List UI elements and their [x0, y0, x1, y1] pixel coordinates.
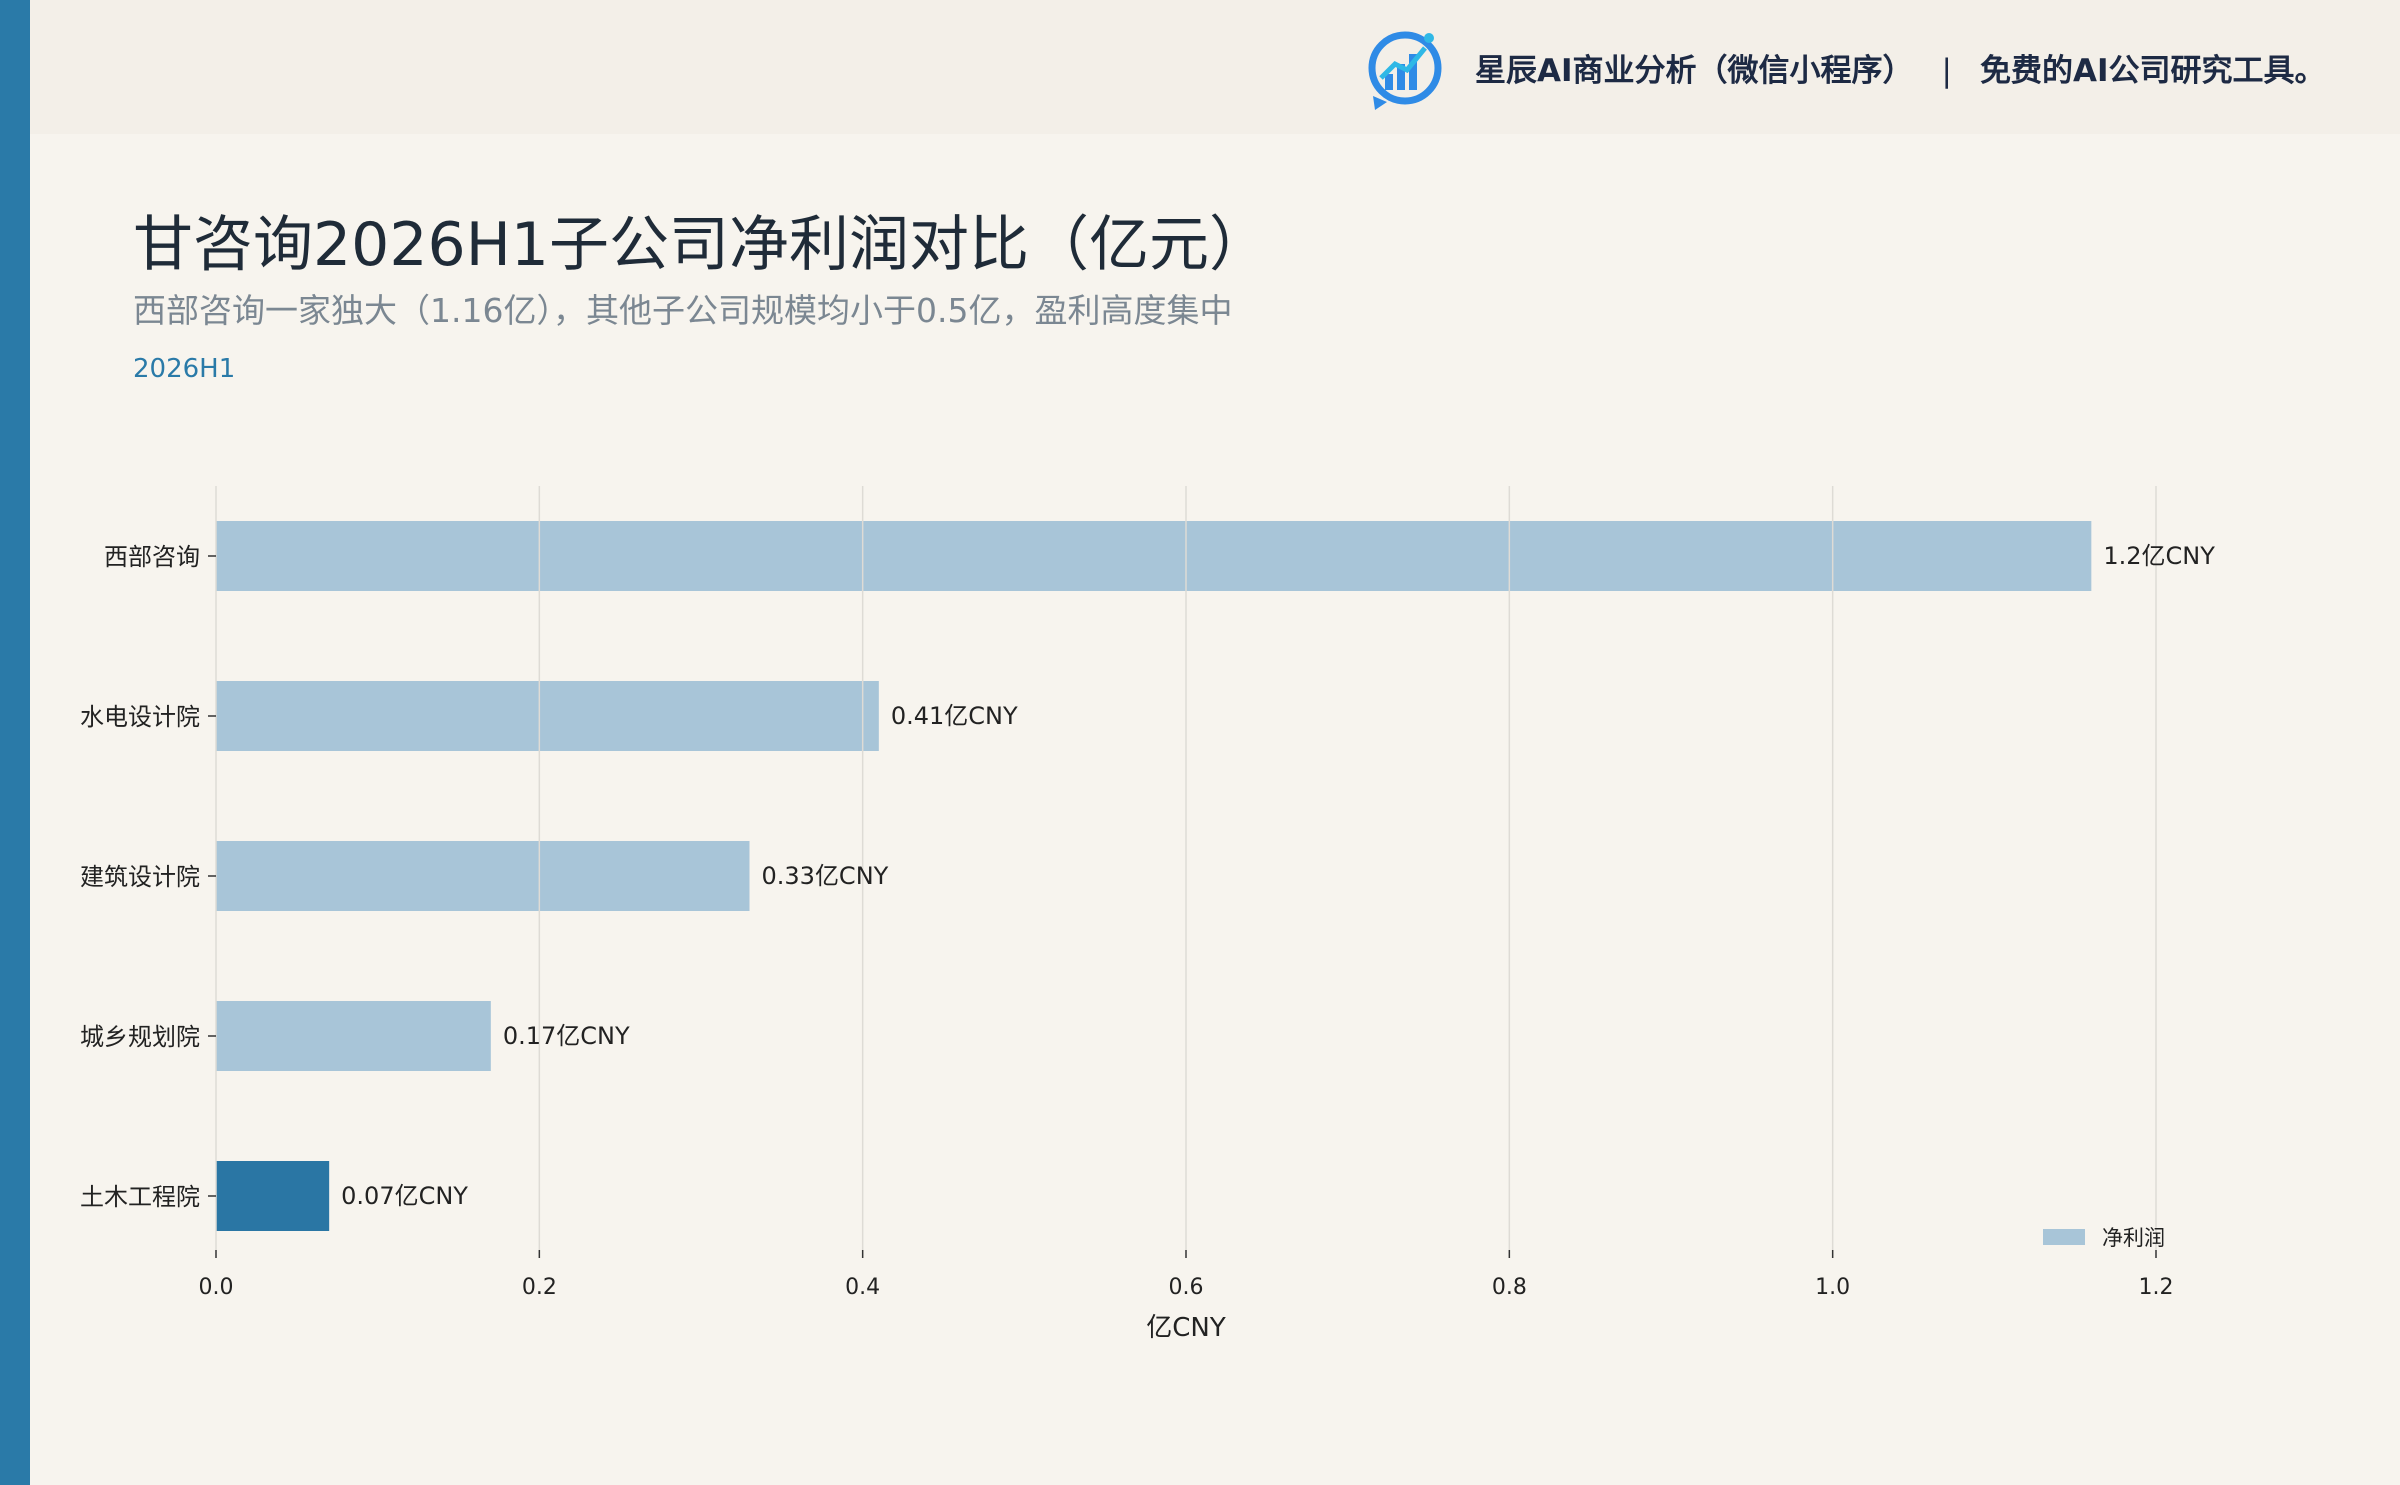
bar — [216, 1001, 491, 1071]
legend-label: 净利润 — [2102, 1226, 2165, 1250]
x-tick-label: 0.2 — [522, 1275, 557, 1300]
bars-group — [216, 521, 2092, 1231]
x-axis: 0.0 0.2 0.4 0.6 0.8 1.0 1.2 亿CNY — [199, 1250, 2174, 1343]
data-label: 0.33亿CNY — [762, 862, 889, 890]
period-label: 2026H1 — [133, 354, 236, 384]
legend-swatch — [2043, 1229, 2085, 1245]
brand-name: 星辰AI商业分析（微信小程序） — [1475, 52, 1914, 89]
brand-tagline: 免费的AI公司研究工具。 — [1979, 52, 2326, 89]
data-labels-group: 1.2亿CNY 0.41亿CNY 0.33亿CNY 0.17亿CNY 0.07亿CNY — [341, 542, 2215, 1210]
x-tick-label: 0.6 — [1169, 1275, 1204, 1300]
data-label: 0.17亿CNY — [503, 1022, 630, 1050]
data-label: 0.07亿CNY — [341, 1182, 468, 1210]
y-category-label: 建筑设计院 — [80, 863, 200, 891]
bar-chart-logo-icon — [1368, 31, 1442, 110]
x-axis-title: 亿CNY — [1146, 1313, 1226, 1343]
x-tick-label: 0.4 — [845, 1275, 880, 1300]
chart-title: 甘咨询2026H1子公司净利润对比（亿元） — [133, 210, 1269, 280]
brand-separator: | — [1941, 52, 1952, 89]
bar — [216, 1161, 330, 1231]
data-label: 1.2亿CNY — [2103, 542, 2215, 570]
brand-header: 星辰AI商业分析（微信小程序） | 免费的AI公司研究工具。 — [1365, 22, 2326, 112]
y-category-label: 土木工程院 — [80, 1183, 200, 1211]
header-band — [30, 0, 2400, 134]
gridlines-group — [215, 486, 2157, 1250]
x-tick-label: 1.2 — [2139, 1275, 2174, 1300]
y-category-label: 西部咨询 — [104, 543, 200, 571]
x-tick-label: 0.8 — [1492, 1275, 1527, 1300]
bar — [216, 521, 2092, 591]
y-category-label: 水电设计院 — [80, 703, 200, 731]
data-label: 0.41亿CNY — [891, 702, 1018, 730]
bar — [216, 681, 879, 751]
chart-subtitle: 西部咨询一家独大（1.16亿），其他子公司规模均小于0.5亿，盈利高度集中 — [133, 291, 1233, 330]
x-tick-label: 0.0 — [199, 1275, 234, 1300]
left-accent-stripe — [0, 0, 30, 1485]
x-tick-label: 1.0 — [1815, 1275, 1850, 1300]
bar — [216, 841, 750, 911]
y-category-label: 城乡规划院 — [80, 1023, 200, 1051]
legend: 净利润 — [2043, 1226, 2165, 1250]
brand-text: 星辰AI商业分析（微信小程序） | 免费的AI公司研究工具。 — [1475, 45, 2326, 90]
